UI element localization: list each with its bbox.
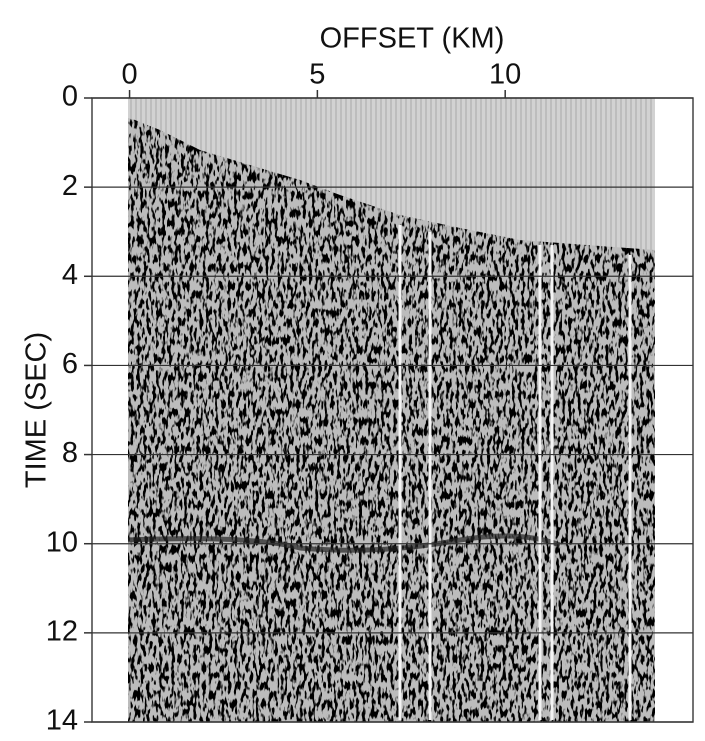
x-tick-label: 0 [121, 59, 137, 91]
y-tick-label: 6 [62, 348, 78, 380]
y-tick-label: 12 [46, 616, 78, 648]
y-tick-label: 0 [62, 81, 78, 113]
y-axis-label: TIME (SEC) [21, 332, 53, 488]
x-axis-label: OFFSET (KM) [320, 23, 505, 55]
y-tick-label: 2 [62, 170, 78, 202]
y-tick-label: 8 [62, 437, 78, 469]
pre-arrival-zone [128, 98, 655, 250]
x-tick-label: 10 [489, 59, 521, 91]
seismic-section [127, 98, 655, 722]
y-tick-label: 4 [62, 259, 78, 291]
dead-traces [398, 225, 632, 720]
x-tick-label: 5 [309, 59, 325, 91]
y-tick-label: 14 [46, 705, 78, 737]
y-tick-label: 10 [46, 526, 78, 558]
reflector [127, 533, 561, 553]
